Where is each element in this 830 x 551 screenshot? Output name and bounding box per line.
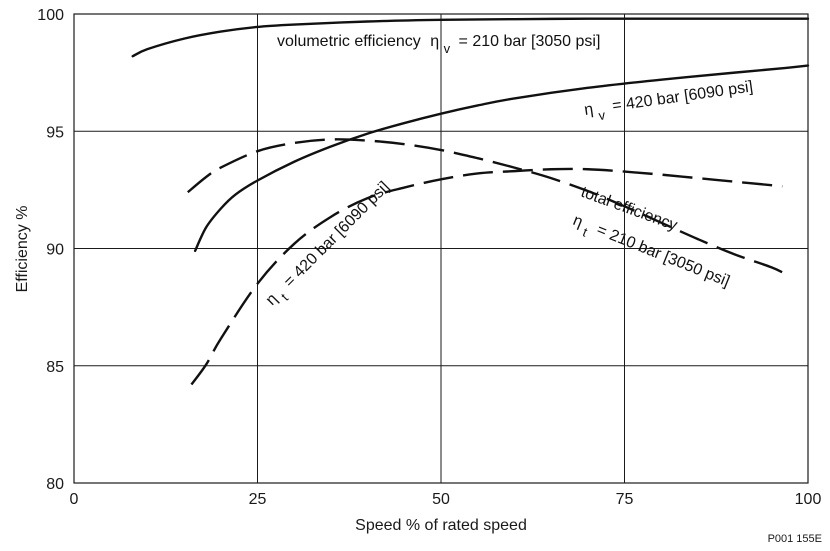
annotation-total-210-eta: η — [571, 212, 586, 231]
y-tick-label-2: 90 — [46, 242, 64, 259]
x-tick-label-2: 50 — [432, 491, 450, 508]
grid-lines — [74, 14, 808, 483]
annotation-total-210-value: = 210 bar [3050 psi] — [594, 221, 732, 290]
annotation-volumetric-sub: v — [444, 41, 451, 56]
x-tick-label-4: 100 — [795, 491, 822, 508]
annotation-volumetric-210: volumetric efficiency η v = 210 bar [305… — [277, 33, 600, 57]
annotation-volumetric-210-value: = 210 bar [3050 psi] — [459, 33, 601, 50]
figure-code: P001 155E — [768, 533, 822, 545]
y-axis-label: Efficiency % — [14, 206, 31, 293]
annotation-volumetric-eta: η — [430, 33, 439, 50]
x-tick-label-0: 0 — [70, 491, 79, 508]
tick-labels: 0 25 50 75 100 80 85 90 95 100 — [37, 7, 821, 508]
series-line-2 — [187, 138, 787, 276]
annotation-total-210-sub: t — [581, 224, 590, 239]
annotation-volumetric-420-sub: v — [598, 107, 607, 123]
annotation-total-420: η t = 420 bar [6090 psi] — [263, 178, 398, 313]
annotation-volumetric-420-eta: η — [583, 101, 594, 119]
annotation-volumetric-label: volumetric efficiency — [277, 33, 421, 50]
annotation-total-420-value: = 420 bar [6090 psi] — [281, 178, 393, 290]
plot-frame — [73, 13, 809, 484]
series-line-1 — [193, 64, 810, 253]
y-tick-label-4: 100 — [37, 7, 64, 24]
annotation-volumetric-420-value: = 420 bar [6090 psi] — [611, 78, 754, 115]
annotation-total-420-sub: t — [278, 290, 291, 303]
y-tick-label-3: 95 — [46, 124, 64, 141]
x-axis-label: Speed % of rated speed — [355, 517, 527, 534]
x-tick-label-3: 75 — [616, 491, 634, 508]
series-line-0 — [131, 17, 810, 58]
efficiency-curves — [131, 17, 810, 386]
x-tick-label-1: 25 — [249, 491, 267, 508]
y-tick-label-1: 85 — [46, 359, 64, 376]
series-line-3 — [190, 167, 783, 386]
y-tick-label-0: 80 — [46, 476, 64, 493]
